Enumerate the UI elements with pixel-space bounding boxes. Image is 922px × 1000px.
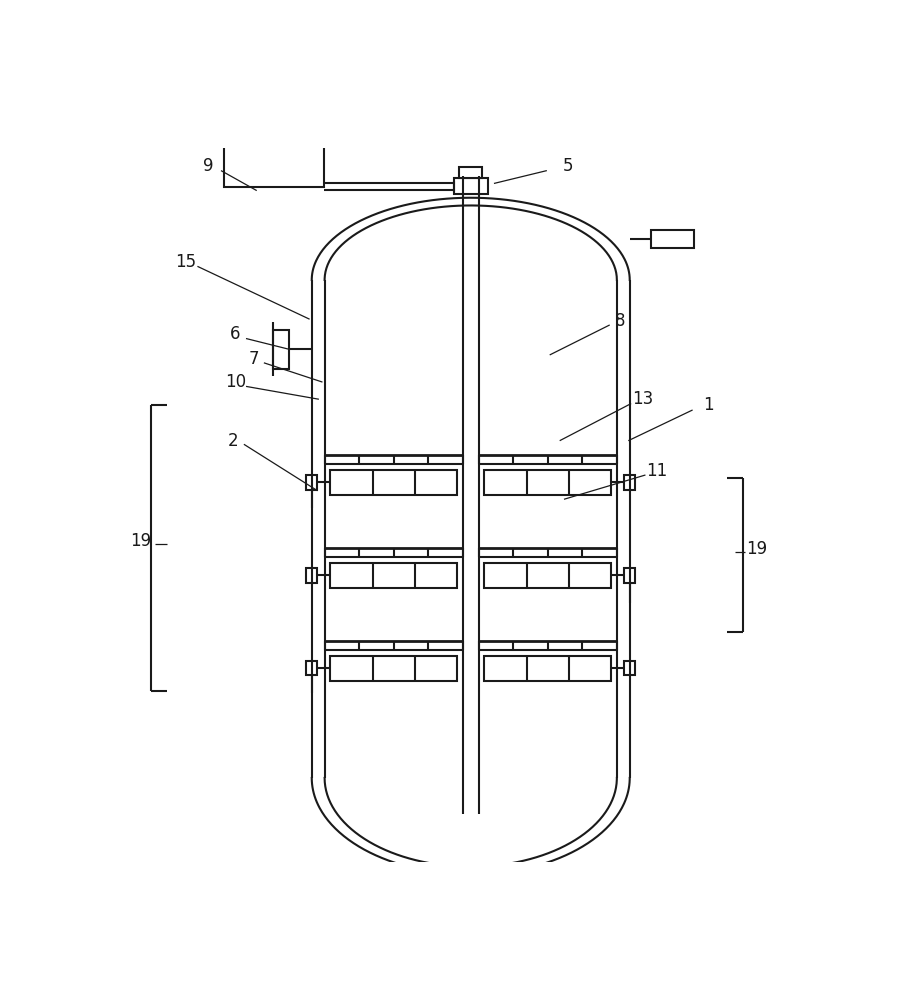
Bar (624, 661, 635, 675)
Bar (458, 928, 483, 939)
Bar (306, 475, 317, 490)
Text: 15: 15 (174, 253, 195, 271)
Text: 7: 7 (249, 350, 259, 368)
Bar (273, 330, 289, 369)
Bar (224, 130, 324, 187)
Text: 9: 9 (203, 157, 213, 175)
Bar (306, 661, 317, 675)
Bar (306, 568, 317, 583)
Text: 10: 10 (225, 373, 246, 391)
Bar (651, 230, 694, 248)
Bar (447, 914, 494, 928)
Bar (459, 167, 482, 178)
Text: 5: 5 (562, 157, 573, 175)
Text: 19: 19 (130, 532, 151, 550)
Bar (330, 563, 457, 588)
Bar (624, 475, 635, 490)
Bar (484, 563, 611, 588)
Text: 6: 6 (230, 325, 241, 343)
Text: 1: 1 (703, 396, 714, 414)
Bar (330, 656, 457, 681)
Text: 8: 8 (614, 312, 625, 330)
Text: 2: 2 (228, 432, 239, 450)
Bar (330, 470, 457, 495)
Text: 13: 13 (632, 390, 653, 408)
Bar (484, 656, 611, 681)
Bar (484, 470, 611, 495)
Text: 11: 11 (646, 462, 668, 480)
Text: 19: 19 (746, 540, 767, 558)
Bar (454, 178, 488, 194)
Bar (624, 568, 635, 583)
